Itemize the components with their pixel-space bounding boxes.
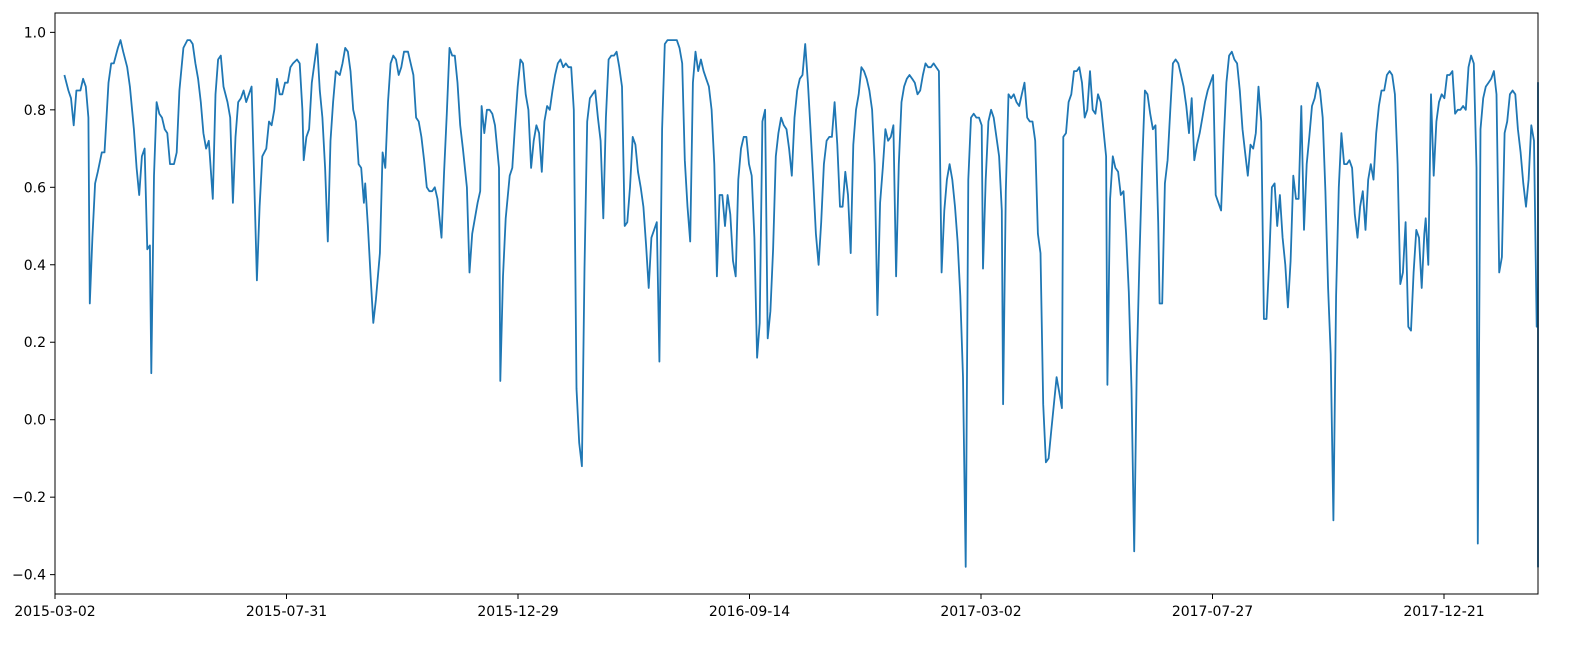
x-tick-label: 2017-12-21	[1403, 604, 1484, 620]
x-tick-label: 2016-09-14	[709, 604, 790, 620]
y-tick-label: 0.4	[24, 258, 46, 274]
y-axis-ticks	[50, 31, 55, 576]
series-line	[63, 39, 1539, 568]
x-tick-label: 2015-12-29	[477, 604, 558, 620]
x-tick-label: 2015-03-02	[14, 604, 95, 620]
y-tick-label: 1.0	[24, 25, 46, 41]
x-tick-label: 2017-07-27	[1172, 604, 1253, 620]
x-axis-ticks	[54, 594, 1445, 599]
x-tick-label: 2015-07-31	[246, 604, 327, 620]
x-tick-label: 2017-03-02	[940, 604, 1021, 620]
x-axis-tick-labels: 2015-03-02 2015-07-31 2015-12-29 2016-09-14…	[14, 604, 1484, 620]
y-tick-label: −0.4	[12, 568, 46, 584]
y-axis-tick-labels: 1.0 0.8 0.6 0.4 0.2 0.0 −0.2 −0.4	[12, 25, 46, 583]
plot-area-frame	[54, 12, 1539, 595]
y-tick-label: −0.2	[12, 490, 46, 506]
y-tick-label: 0.0	[24, 413, 46, 429]
y-tick-label: 0.8	[24, 103, 46, 119]
y-tick-label: 0.6	[24, 180, 46, 196]
y-tick-label: 0.2	[24, 335, 46, 351]
